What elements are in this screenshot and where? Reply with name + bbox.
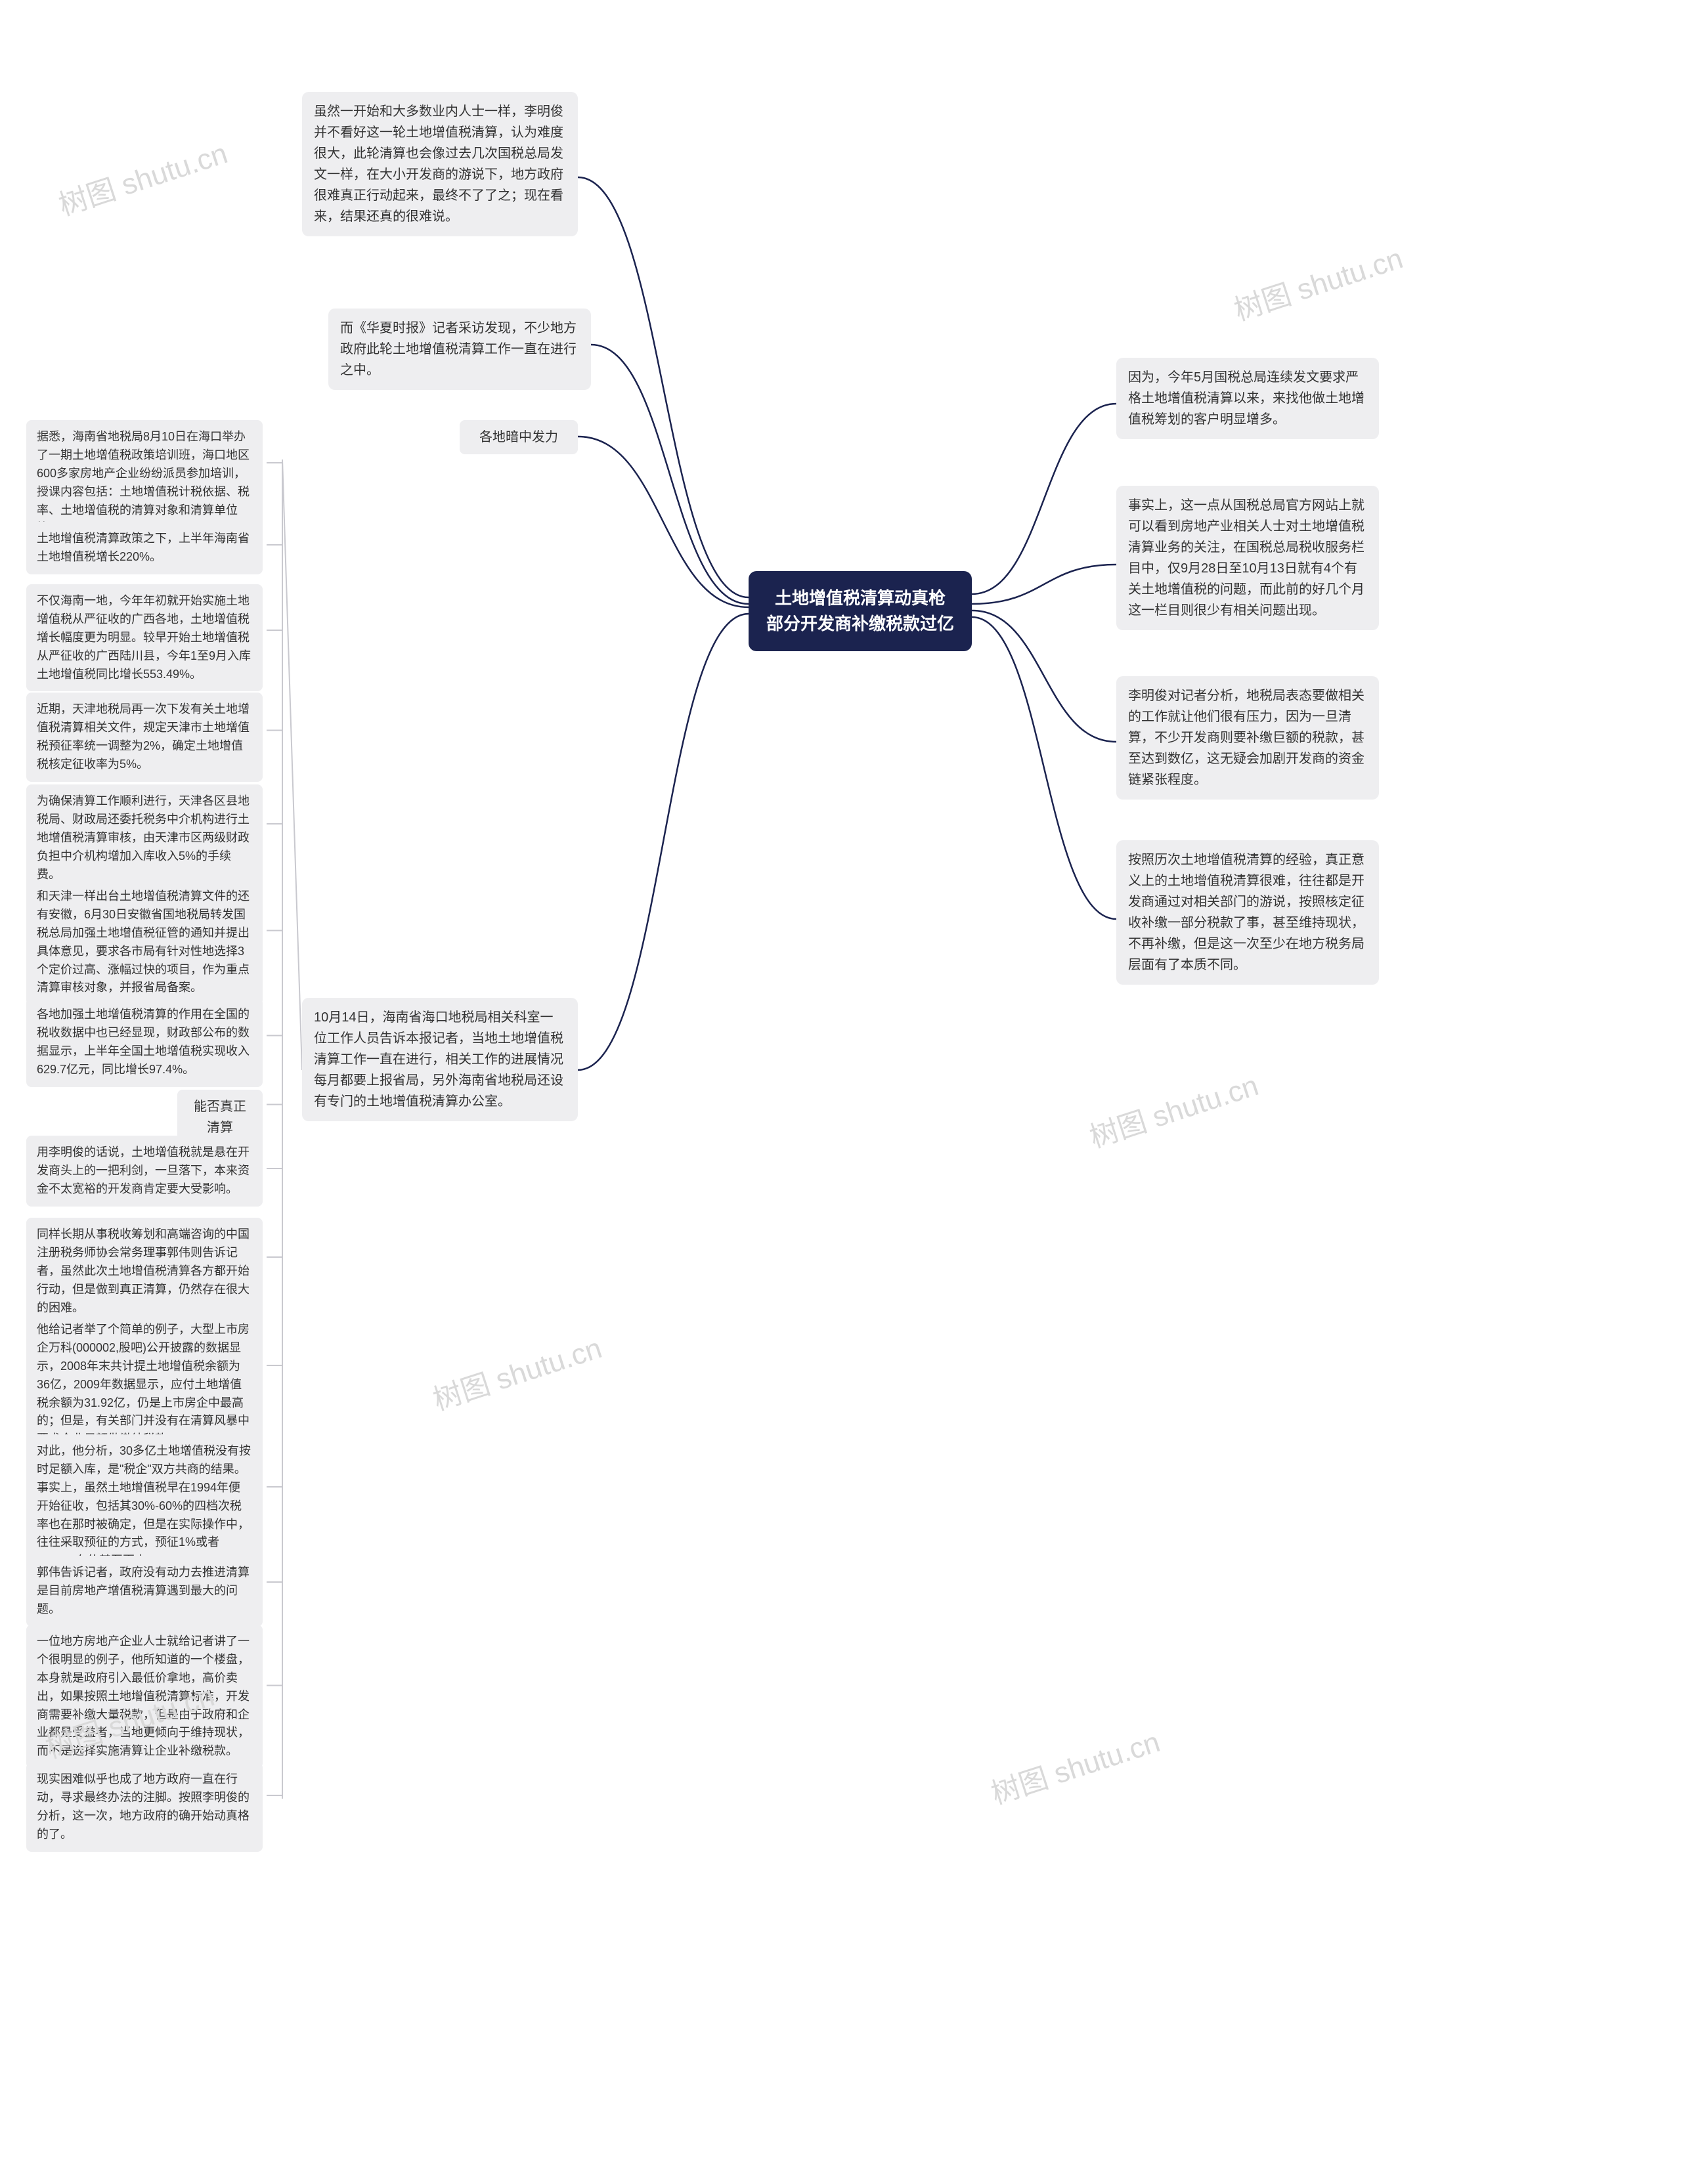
side-s13: 郭伟告诉记者，政府没有动力去推进清算是目前房地产增值税清算遇到最大的问题。 — [26, 1556, 263, 1627]
center-node: 土地增值税清算动真枪 部分开发商补缴税款过亿 — [749, 571, 972, 651]
side-s4: 近期，天津地税局再一次下发有关土地增值税清算相关文件，规定天津市土地增值税预征率… — [26, 693, 263, 782]
side-s5: 为确保清算工作顺利进行，天津各区县地税局、财政局还委托税务中介机构进行土地增值税… — [26, 784, 263, 891]
watermark: 树图 shutu.cn — [427, 1325, 606, 1419]
branch-r2: 事实上，这一点从国税总局官方网站上就可以看到房地产业相关人士对土地增值税清算业务… — [1116, 486, 1379, 630]
side-s14: 一位地方房地产企业人士就给记者讲了一个很明显的例子，他所知道的一个楼盘，本身就是… — [26, 1625, 263, 1768]
connector-r3 — [972, 610, 1116, 742]
side-s9: 用李明俊的话说，土地增值税就是悬在开发商头上的一把利剑，一旦落下，本来资金不太宽… — [26, 1136, 263, 1207]
connector-b4 — [578, 614, 749, 1070]
connector-b3 — [578, 437, 749, 607]
connector-r2 — [972, 565, 1116, 604]
connector-b1 — [578, 177, 749, 597]
branch-r1: 因为，今年5月国税总局连续发文要求严格土地增值税清算以来，来找他做土地增值税筹划… — [1116, 358, 1379, 439]
watermark: 树图 shutu.cn — [1083, 1062, 1263, 1156]
branch-b1: 虽然一开始和大多数业内人士一样，李明俊并不看好这一轮土地增值税清算，认为难度很大… — [302, 92, 578, 236]
watermark: 树图 shutu.cn — [985, 1719, 1164, 1812]
branch-r4: 按照历次土地增值税清算的经验，真正意义上的土地增值税清算很难，往往都是开发商通过… — [1116, 840, 1379, 985]
side-s15: 现实困难似乎也成了地方政府一直在行动，寻求最终办法的注脚。按照李明俊的分析，这一… — [26, 1763, 263, 1852]
branch-b4: 10月14日，海南省海口地税局相关科室一位工作人员告诉本报记者，当地土地增值税清… — [302, 998, 578, 1121]
side-spine-link — [282, 460, 302, 1070]
watermark: 树图 shutu.cn — [53, 130, 232, 224]
branch-b3: 各地暗中发力 — [460, 420, 578, 454]
branch-b2: 而《华夏时报》记者采访发现，不少地方政府此轮土地增值税清算工作一直在进行之中。 — [328, 309, 591, 390]
side-s10: 同样长期从事税收筹划和高端咨询的中国注册税务师协会常务理事郭伟则告诉记者，虽然此… — [26, 1218, 263, 1325]
watermark: 树图 shutu.cn — [1228, 235, 1407, 329]
side-s3: 不仅海南一地，今年年初就开始实施土地增值税从严征收的广西各地，土地增值税增长幅度… — [26, 584, 263, 691]
branch-r3: 李明俊对记者分析，地税局表态要做相关的工作就让他们很有压力，因为一旦清算，不少开… — [1116, 676, 1379, 800]
side-s2: 土地增值税清算政策之下，上半年海南省土地增值税增长220%。 — [26, 522, 263, 574]
connector-b2 — [591, 345, 749, 604]
connector-r1 — [972, 404, 1116, 594]
side-s7: 各地加强土地增值税清算的作用在全国的税收数据中也已经显现，财政部公布的数据显示，… — [26, 998, 263, 1087]
side-s6: 和天津一样出台土地增值税清算文件的还有安徽，6月30日安徽省国地税局转发国税总局… — [26, 880, 263, 1005]
connector-r4 — [972, 617, 1116, 919]
